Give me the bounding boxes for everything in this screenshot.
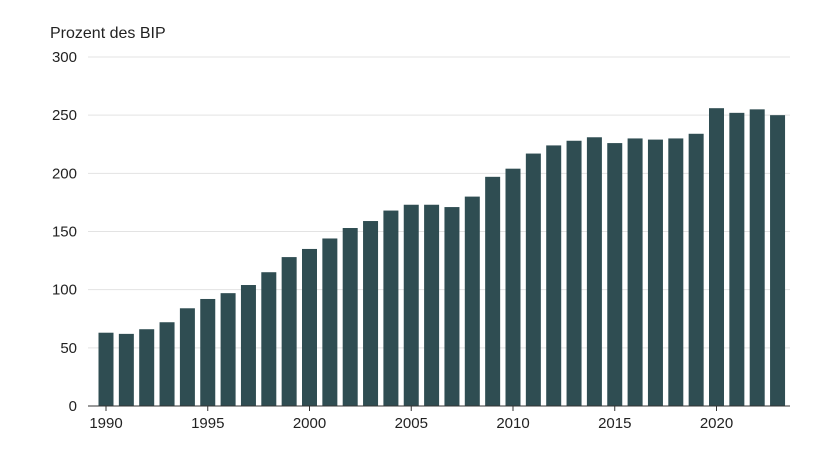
- bar-1993: [159, 322, 175, 406]
- bars: [98, 108, 786, 407]
- y-axis-label: Prozent des BIP: [50, 25, 166, 42]
- x-tick-label-2005: 2005: [395, 415, 428, 432]
- y-tick-label-0: 0: [69, 398, 77, 415]
- bar-2009: [485, 176, 501, 406]
- bar-2020: [709, 108, 724, 406]
- bar-1994: [179, 308, 195, 406]
- bar-2016: [627, 138, 643, 406]
- bar-2017: [647, 139, 663, 406]
- bar-2018: [668, 138, 684, 406]
- bar-1996: [220, 293, 236, 406]
- bar-1998: [261, 272, 277, 406]
- bar-2022: [749, 109, 765, 406]
- bar-2010: [505, 168, 521, 406]
- y-tick-labels: 0 50 100 150 200 250 300: [52, 49, 77, 415]
- y-tick-label-200: 200: [52, 165, 77, 182]
- x-tick-label-2010: 2010: [496, 415, 529, 432]
- bar-2001: [322, 238, 338, 406]
- y-tick-label-300: 300: [52, 49, 77, 66]
- y-tick-label-150: 150: [52, 224, 77, 241]
- bar-2004: [383, 210, 399, 406]
- x-tick-label-2000: 2000: [293, 415, 326, 432]
- bar-1995: [200, 298, 216, 406]
- bar-2006: [424, 204, 440, 406]
- bar-2007: [444, 207, 460, 406]
- bar-2008: [464, 196, 480, 406]
- y-tick-label-50: 50: [60, 340, 77, 357]
- bar-2002: [342, 228, 358, 406]
- y-tick-label-100: 100: [52, 282, 77, 299]
- bar-1999: [281, 257, 297, 406]
- bar-2011: [525, 153, 541, 406]
- bar-1990: [98, 332, 114, 406]
- bar-2005: [403, 204, 419, 406]
- x-tick-label-1995: 1995: [191, 415, 224, 432]
- bar-1992: [139, 329, 155, 406]
- bar-2021: [729, 112, 745, 406]
- x-tick-label-2020: 2020: [700, 415, 733, 432]
- x-tick-labels: 1990 1995 2000 2005 2010 2015 2020: [89, 415, 733, 432]
- x-tick-label-2015: 2015: [598, 415, 631, 432]
- x-tick-label-1990: 1990: [89, 415, 122, 432]
- bar-2003: [363, 221, 379, 406]
- bar-2019: [688, 133, 704, 406]
- bar-2023: [770, 115, 786, 407]
- bar-2015: [607, 143, 623, 406]
- bar-2000: [302, 248, 317, 406]
- bar-1997: [240, 285, 256, 406]
- bar-2012: [546, 145, 562, 406]
- bar-2014: [586, 137, 602, 406]
- y-tick-label-250: 250: [52, 107, 77, 124]
- x-tick-marks: [105, 406, 717, 411]
- bar-1991: [118, 333, 134, 406]
- bar-2013: [566, 140, 582, 406]
